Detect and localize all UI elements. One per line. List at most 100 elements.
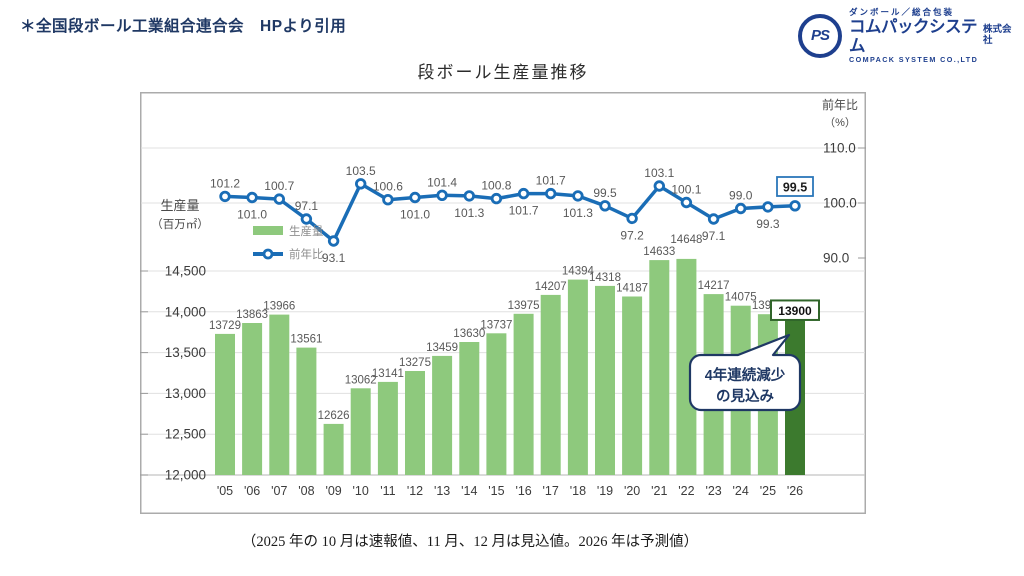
bar-value-label: 13630	[453, 328, 485, 340]
right-axis-unit: （%）	[824, 116, 856, 129]
yoy-value-label: 97.1	[295, 199, 319, 213]
bar-value-label: 13966	[263, 301, 295, 313]
bar-value-label: 14633	[643, 246, 675, 258]
logo-company-name: コムパックシステム	[849, 17, 978, 55]
bar	[676, 258, 697, 475]
year-label: '24	[733, 484, 749, 498]
company-logo: PS ダンボール／総合包装 コムパックシステム 株式会社 COMPACK SYS…	[798, 7, 1018, 64]
logo-monogram-icon: PS	[798, 13, 842, 58]
left-tick-label: 12,000	[165, 468, 206, 483]
yoy-line: 101.2 101.0 100.797.1 93.1 103.5 100.6 101.0 10…	[210, 164, 814, 265]
year-label: '22	[678, 484, 694, 498]
bar-value-label: 14207	[535, 281, 567, 293]
year-label: '10	[353, 484, 369, 498]
year-label: '16	[515, 484, 531, 498]
yoy-value-label: 101.2	[210, 176, 240, 190]
bar-value-label: 14394	[562, 266, 595, 278]
yoy-marker	[599, 200, 611, 212]
yoy-marker	[300, 213, 313, 225]
yoy-marker	[545, 187, 557, 200]
annotation-text-line2: の見込み	[716, 387, 774, 405]
yoy-value-label: 99.5	[593, 186, 617, 200]
x-axis-labels: '05 '06 '07 '08 '09 '10 '11 '12 '13 '14 '15 '16 '17 '…	[217, 484, 803, 498]
legend-bar-label: 生産量	[289, 224, 324, 238]
yoy-value-label: 101.4	[427, 175, 457, 189]
forecast-yoy-label-box	[776, 176, 814, 197]
bar-value-label: 14318	[589, 272, 621, 284]
bar-value-label: 14187	[616, 283, 648, 295]
left-axis-unit: （百万㎡）	[151, 218, 209, 231]
bar	[323, 423, 344, 475]
year-label: '06	[244, 484, 260, 498]
bar	[540, 294, 561, 475]
yoy-marker	[382, 193, 394, 206]
year-label: '14	[461, 484, 477, 498]
bar-value-label: 14075	[725, 292, 757, 304]
yoy-marker	[436, 189, 448, 202]
year-label: '18	[570, 484, 586, 498]
year-label: '25	[760, 484, 776, 498]
yoy-value-label: 101.0	[237, 208, 267, 222]
left-tick-label: 12,500	[165, 427, 206, 442]
yoy-value-label: 103.1	[644, 166, 674, 180]
yoy-marker	[273, 193, 286, 205]
chart-title: 段ボール生産量推移	[417, 63, 589, 82]
yoy-value-label: 100.1	[671, 183, 701, 197]
yoy-marker	[517, 187, 530, 200]
bar-value-label: 14648	[670, 234, 702, 246]
yoy-marker	[735, 202, 747, 215]
bar	[486, 333, 507, 475]
yoy-value-label: 99.3	[756, 217, 780, 231]
bar	[567, 279, 588, 475]
legend-line-marker	[262, 248, 274, 260]
yoy-value-label: 97.2	[620, 228, 644, 242]
year-label: '19	[597, 484, 613, 498]
left-tick-label: 14,000	[165, 304, 206, 319]
bar	[242, 323, 263, 475]
bar	[595, 285, 615, 475]
logo-company-suffix: 株式会社	[983, 23, 1012, 46]
bar-value-label: 13737	[480, 319, 512, 331]
bar-value-label: 13863	[236, 309, 268, 321]
year-label: '20	[624, 484, 640, 498]
year-label: '05	[217, 484, 233, 498]
bar	[405, 371, 425, 475]
footnote: （2025 年の 10 月は速報値、11 月、12 月は見込値。2026 年は予…	[241, 534, 699, 550]
logo-company-en: COMPACK SYSTEM CO.,LTD	[849, 54, 979, 64]
yoy-value-label: 101.3	[563, 206, 593, 220]
yoy-marker	[327, 235, 340, 247]
yoy-marker	[680, 196, 693, 209]
bar	[622, 296, 643, 475]
yoy-value-label: 101.0	[400, 208, 430, 222]
yoy-marker	[626, 212, 638, 225]
bar-value-label: 14217	[698, 280, 730, 292]
year-label: '26	[787, 484, 803, 498]
bar-value-label: 13459	[426, 342, 458, 354]
year-label: '21	[651, 484, 667, 498]
bar-value-label: 13062	[345, 374, 377, 386]
right-tick-label: 110.0	[823, 141, 856, 156]
yoy-marker	[572, 190, 584, 202]
yoy-marker	[789, 200, 801, 212]
right-tick-label: 90.0	[823, 251, 849, 266]
yoy-marker	[653, 180, 666, 192]
forecast-yoy-label: 99.5	[783, 181, 807, 195]
source-note: ＊全国段ボール工業組合連合会 HPより引用	[20, 18, 347, 35]
yoy-value-label: 101.7	[509, 204, 539, 218]
yoy-marker	[246, 191, 258, 204]
yoy-marker	[463, 190, 476, 202]
legend-bar-swatch	[253, 226, 283, 235]
bar	[513, 313, 534, 475]
yoy-value-label: 93.1	[322, 251, 346, 265]
yoy-value-label: 103.5	[346, 164, 376, 178]
yoy-value-label: 100.6	[373, 180, 403, 194]
yoy-marker	[762, 201, 774, 213]
left-tick-label: 13,500	[165, 345, 206, 360]
yoy-value-label: 100.7	[264, 179, 294, 193]
bar	[269, 314, 290, 475]
forecast-bar-label-box	[769, 299, 820, 321]
production-chart-svg: 14,500 14,000 13,500 13,000 12,500 12,000 生産量 （…	[140, 92, 866, 514]
yoy-value-label: 99.0	[729, 189, 753, 203]
